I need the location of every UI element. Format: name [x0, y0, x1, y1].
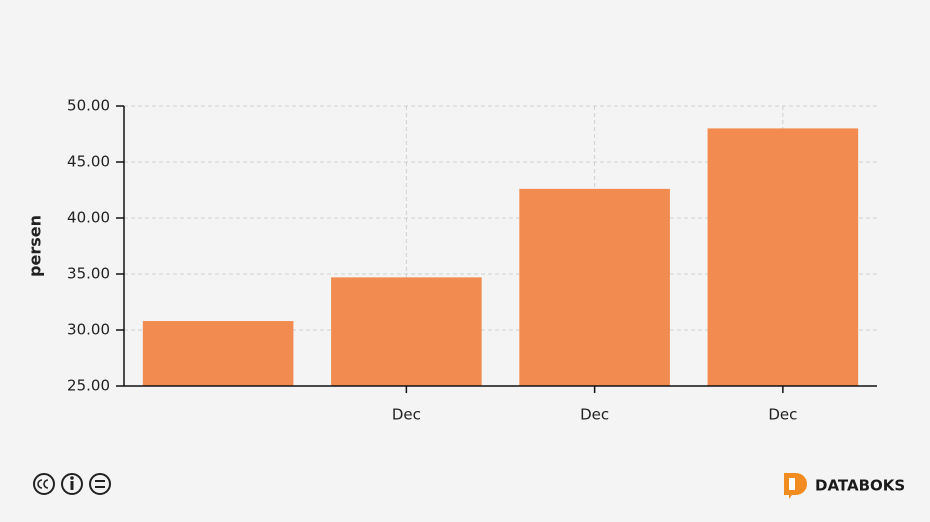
- brand-name: DATABOKS: [815, 477, 905, 495]
- x-tick-label: Dec: [392, 406, 421, 424]
- bar: [519, 188, 670, 386]
- y-axis-label: persen: [26, 215, 45, 277]
- y-tick-label: 50.00: [67, 97, 110, 115]
- y-tick-label: 35.00: [67, 265, 110, 283]
- y-tick-label: 40.00: [67, 209, 110, 227]
- bar: [707, 128, 859, 386]
- y-tick-label: 30.00: [67, 321, 110, 339]
- bar: [331, 277, 482, 386]
- y-tick-label: 25.00: [67, 377, 110, 395]
- x-tick-label: Dec: [768, 406, 797, 424]
- y-tick-label: 45.00: [67, 153, 110, 171]
- license-icons: [33, 473, 111, 495]
- x-tick-label: Dec: [580, 406, 609, 424]
- bar: [142, 321, 294, 386]
- brand-logo: [784, 473, 807, 499]
